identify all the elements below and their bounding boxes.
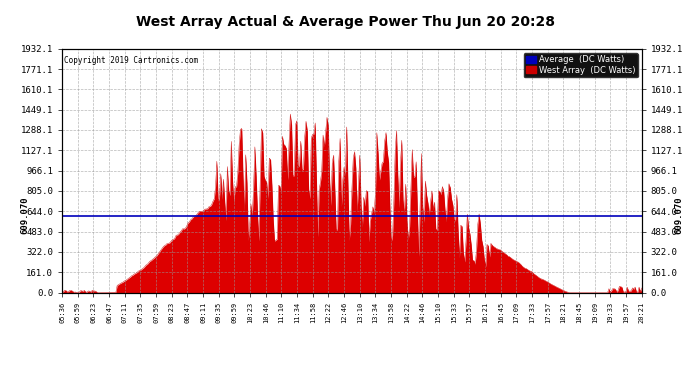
Text: 609.070: 609.070	[20, 197, 29, 234]
Text: Copyright 2019 Cartronics.com: Copyright 2019 Cartronics.com	[64, 56, 198, 65]
Text: 609.070: 609.070	[675, 197, 684, 234]
Legend: Average  (DC Watts), West Array  (DC Watts): Average (DC Watts), West Array (DC Watts…	[524, 53, 638, 77]
Text: West Array Actual & Average Power Thu Jun 20 20:28: West Array Actual & Average Power Thu Ju…	[135, 15, 555, 29]
